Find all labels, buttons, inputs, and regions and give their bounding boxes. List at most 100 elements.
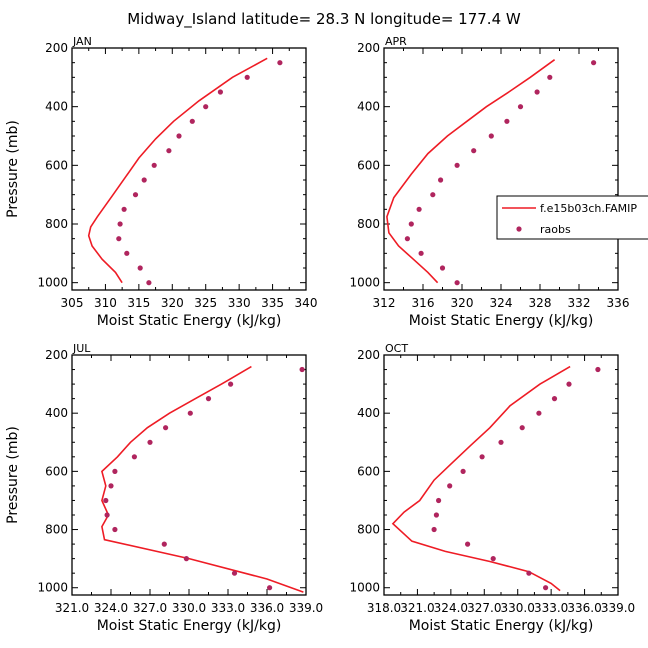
panel-label: OCT xyxy=(385,342,408,355)
raobs-point xyxy=(189,118,195,124)
x-axis-label: Moist Static Energy (kJ/kg) xyxy=(409,618,594,634)
raobs-point xyxy=(416,206,422,212)
x-tick-label: 325 xyxy=(194,296,217,310)
x-tick-label: 339.0 xyxy=(289,601,323,615)
raobs-point xyxy=(504,118,510,124)
y-tick-label: 600 xyxy=(357,464,380,478)
y-tick-label: 600 xyxy=(45,158,68,172)
model-series-line xyxy=(386,59,556,284)
raobs-point xyxy=(488,133,494,139)
x-tick-label: 320 xyxy=(451,296,474,310)
raobs-point xyxy=(217,89,223,95)
raobs-point xyxy=(108,483,114,489)
raobs-point xyxy=(147,439,153,445)
legend-marker-swatch xyxy=(516,226,522,232)
x-tick-label: 330.0 xyxy=(501,601,535,615)
y-axis-label: Pressure (mb) xyxy=(5,120,21,218)
y-tick-label: 200 xyxy=(45,348,68,362)
raobs-point xyxy=(490,556,496,562)
legend-box xyxy=(496,195,648,240)
raobs-point xyxy=(151,162,157,168)
raobs-point xyxy=(187,410,193,416)
raobs-point xyxy=(299,366,305,373)
x-tick-label: 330.0 xyxy=(172,601,206,615)
x-tick-label: 333.0 xyxy=(534,601,568,615)
raobs-point xyxy=(132,192,139,198)
x-tick-label: 321.0 xyxy=(55,601,89,615)
y-tick-label: 800 xyxy=(45,217,68,231)
legend: f.e15b03ch.FAMIP raobs xyxy=(496,195,648,240)
y-tick-label: 200 xyxy=(357,41,380,55)
raobs-point xyxy=(408,221,414,227)
raobs-point xyxy=(436,497,442,504)
x-tick-label: 316 xyxy=(412,296,435,310)
raobs-point xyxy=(471,148,477,154)
x-tick-label: 332 xyxy=(568,296,591,310)
plot-frame xyxy=(383,354,619,596)
raobs-point xyxy=(431,526,437,533)
raobs-point xyxy=(103,497,109,504)
raobs-point xyxy=(121,206,127,212)
x-tick-label: 327.0 xyxy=(467,601,501,615)
raobs-point xyxy=(551,396,558,402)
x-tick-label: 315 xyxy=(127,296,150,310)
x-tick-label: 310 xyxy=(94,296,117,310)
x-tick-label: 330 xyxy=(228,296,251,310)
panel-label: APR xyxy=(385,35,407,48)
raobs-point xyxy=(517,104,524,110)
x-tick-label: 318.0 xyxy=(367,601,401,615)
x-tick-label: 335 xyxy=(261,296,284,310)
raobs-point xyxy=(146,280,152,286)
x-tick-label: 336 xyxy=(607,296,630,310)
raobs-point xyxy=(534,89,540,95)
x-tick-label: 333.0 xyxy=(211,601,245,615)
raobs-point xyxy=(519,425,525,431)
raobs-point xyxy=(418,250,424,256)
model-series-line xyxy=(87,57,268,284)
raobs-point xyxy=(231,570,238,576)
y-tick-label: 600 xyxy=(357,158,380,172)
raobs-point xyxy=(203,104,209,110)
y-tick-label: 400 xyxy=(45,406,68,420)
y-tick-label: 800 xyxy=(357,523,380,537)
figure-title: Midway_Island latitude= 28.3 N longitude… xyxy=(127,10,521,29)
raobs-point xyxy=(498,439,504,445)
panel-label: JAN xyxy=(72,35,92,48)
raobs-point xyxy=(447,483,453,489)
raobs-point xyxy=(112,526,118,533)
x-tick-label: 320 xyxy=(161,296,184,310)
raobs-point xyxy=(183,556,189,562)
legend-entry-model: f.e15b03ch.FAMIP xyxy=(540,202,637,215)
raobs-point xyxy=(433,512,439,518)
raobs-point xyxy=(161,541,167,547)
model-series-line xyxy=(391,365,571,592)
raobs-point xyxy=(104,512,110,518)
x-axis-label: Moist Static Energy (kJ/kg) xyxy=(97,618,282,634)
raobs-point xyxy=(439,265,446,271)
raobs-point xyxy=(536,410,542,416)
raobs-point xyxy=(131,454,137,460)
panels: 200 400 600 800 1000 305 310 315 320 325 330 335 340… xyxy=(5,35,648,634)
raobs-point xyxy=(543,585,549,591)
raobs-point xyxy=(454,280,460,286)
y-axis-label: Pressure (mb) xyxy=(5,426,21,524)
raobs-point xyxy=(595,366,601,373)
raobs-point xyxy=(112,468,118,474)
y-tick-label: 1000 xyxy=(37,276,68,290)
x-tick-label: 340 xyxy=(295,296,318,310)
raobs-point xyxy=(526,570,532,576)
panel-jul: 200 400 600 800 1000 321.0 324.0 327.0 330.0 333.… xyxy=(5,342,323,634)
x-tick-label: 324.0 xyxy=(94,601,128,615)
raobs-point xyxy=(116,236,122,242)
y-tick-label: 1000 xyxy=(37,581,68,595)
raobs-point xyxy=(465,541,471,547)
panel-oct: 200 400 600 800 1000 318.0 321.0 324.0 327.0 330.… xyxy=(349,342,635,634)
raobs-point xyxy=(438,177,444,183)
raobs-point xyxy=(566,381,572,387)
raobs-point xyxy=(163,425,169,431)
raobs-point xyxy=(124,250,130,256)
x-tick-label: 324 xyxy=(490,296,513,310)
raobs-point xyxy=(547,74,553,80)
raobs-point xyxy=(430,192,436,198)
